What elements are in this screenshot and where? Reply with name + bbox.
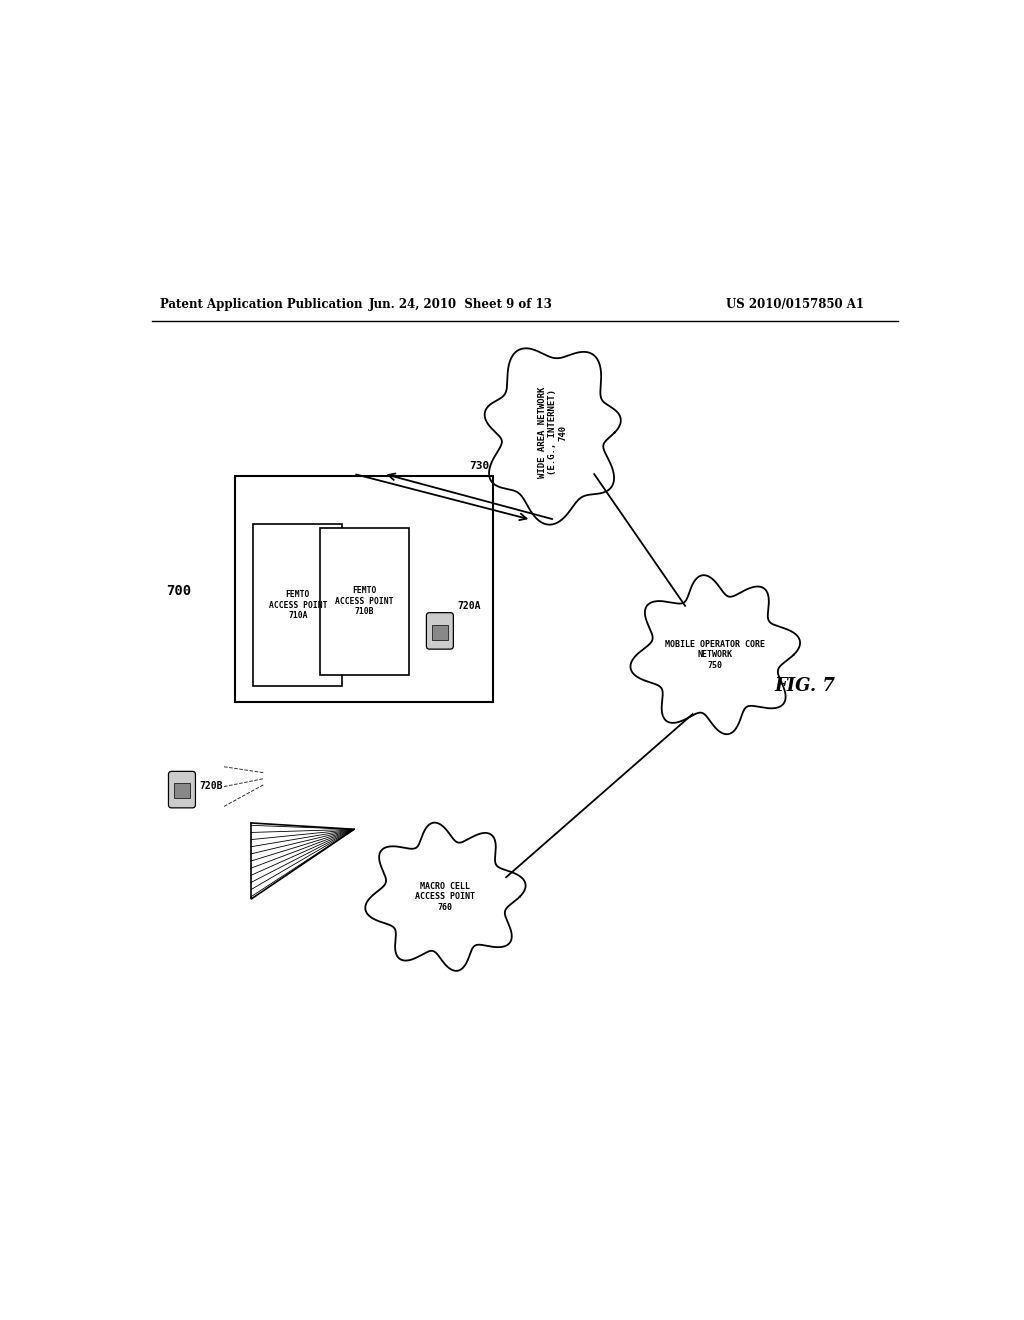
Text: MOBILE OPERATOR CORE
NETWORK
750: MOBILE OPERATOR CORE NETWORK 750: [666, 640, 765, 669]
Text: FEMTO
ACCESS POINT
710B: FEMTO ACCESS POINT 710B: [335, 586, 394, 616]
Text: FEMTO
ACCESS POINT
710A: FEMTO ACCESS POINT 710A: [268, 590, 327, 620]
FancyBboxPatch shape: [174, 783, 189, 799]
Text: MACRO CELL
ACCESS POINT
760: MACRO CELL ACCESS POINT 760: [416, 882, 475, 912]
Text: WIDE AREA NETWORK
(E.G., INTERNET)
740: WIDE AREA NETWORK (E.G., INTERNET) 740: [538, 387, 567, 478]
Text: Jun. 24, 2010  Sheet 9 of 13: Jun. 24, 2010 Sheet 9 of 13: [370, 298, 553, 312]
FancyBboxPatch shape: [426, 612, 454, 649]
Polygon shape: [366, 822, 525, 972]
Text: 730: 730: [469, 462, 489, 471]
Text: 720A: 720A: [458, 601, 481, 611]
FancyBboxPatch shape: [321, 528, 409, 675]
FancyBboxPatch shape: [236, 477, 494, 702]
Text: Patent Application Publication: Patent Application Publication: [160, 298, 362, 312]
FancyBboxPatch shape: [169, 771, 196, 808]
Text: FIG. 7: FIG. 7: [775, 677, 836, 696]
Text: 720B: 720B: [200, 780, 223, 791]
Text: US 2010/0157850 A1: US 2010/0157850 A1: [726, 298, 863, 312]
Text: 700: 700: [166, 585, 191, 598]
FancyBboxPatch shape: [432, 624, 447, 640]
FancyBboxPatch shape: [253, 524, 342, 686]
Polygon shape: [631, 576, 800, 734]
Polygon shape: [484, 348, 621, 524]
